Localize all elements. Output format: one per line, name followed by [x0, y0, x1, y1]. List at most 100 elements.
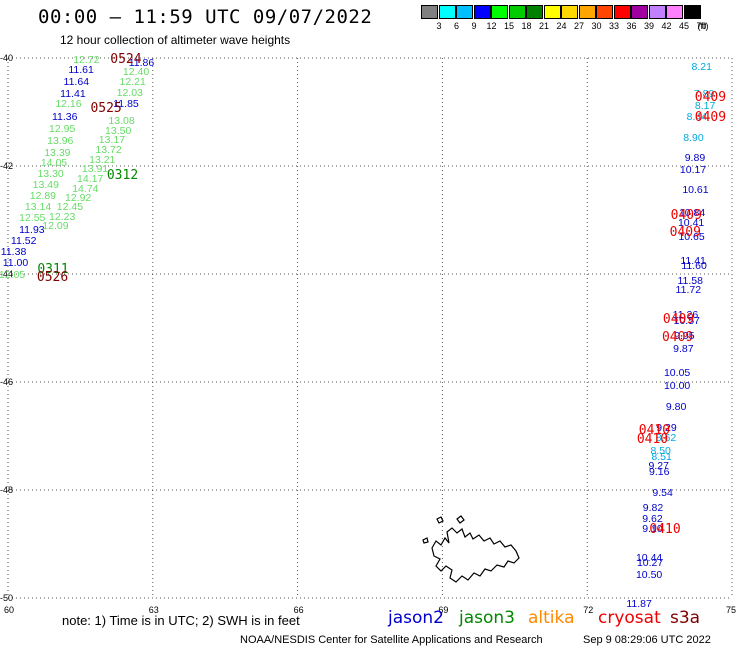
wave-height-label: 9.82: [642, 502, 664, 515]
colorbar-swatch: [666, 5, 683, 19]
wave-height-label: 9.29: [656, 421, 677, 434]
lon-tick-label: 66: [293, 605, 304, 615]
wave-height-label: 11.41: [680, 254, 706, 267]
wave-height-label: 12.89: [29, 190, 57, 203]
colorbar-label: 39: [643, 21, 654, 31]
wave-height-label: 13.30: [37, 168, 64, 181]
wave-height-label: 13.50: [105, 124, 132, 137]
lat-lon-grid: [7, 57, 733, 599]
colorbar-label: 3: [436, 21, 442, 31]
lon-tick-label: 69: [438, 605, 449, 615]
wave-height-label: 13.91: [81, 163, 109, 176]
wave-height-label: 8.21: [691, 60, 712, 73]
kerguelen-main-island: [431, 527, 520, 583]
wave-height-colorbar: 3 6 9 12 15 18 21 24 27 30 33 36 39 42 45 70 (ft): [421, 5, 729, 31]
kerguelen-fragment: [456, 515, 465, 524]
colorbar-label: 42: [661, 21, 672, 31]
lon-tick-label: 60: [4, 605, 15, 615]
wave-height-label: 14.05: [40, 157, 68, 170]
pass-time-label: 0409: [694, 110, 727, 126]
wave-height-label: 8.17: [694, 99, 716, 112]
wave-height-label: 7.89: [693, 88, 715, 101]
wave-height-label: 9.16: [649, 465, 670, 478]
pass-time-label: 0524: [110, 52, 142, 68]
legend-cryosat: cryosat: [598, 608, 661, 628]
colorbar-swatch: [596, 5, 613, 19]
wave-height-label: 10.27: [636, 557, 664, 570]
wave-height-label: 12.09: [42, 220, 69, 233]
wave-height-label: 10.44: [635, 551, 663, 564]
lat-tick-label: -48: [0, 485, 14, 495]
wave-height-label: 10.61: [682, 184, 709, 197]
wave-height-label: 11.00: [2, 257, 29, 270]
colorbar-label: 70: [696, 21, 707, 31]
wave-height-label: 10.05: [663, 366, 691, 379]
lat-tick-label: -40: [0, 53, 14, 63]
wave-height-label: 13.17: [98, 134, 126, 147]
wave-height-label: 11.52: [10, 235, 37, 248]
pass-time-label: 0526: [36, 269, 69, 285]
wave-height-label: 11.86: [128, 56, 155, 69]
colorbar-label: 27: [573, 21, 584, 31]
wave-height-label: 13.49: [32, 178, 59, 191]
colorbar-label: 36: [626, 21, 637, 31]
wave-height-label: 8.51: [651, 451, 672, 464]
wave-height-label: 10.57: [673, 314, 700, 327]
wave-height-label: 12.03: [116, 87, 143, 100]
wave-height-label: 11.60: [681, 260, 707, 273]
colorbar-label: 45: [678, 21, 689, 31]
lat-tick-label: -42: [0, 161, 14, 171]
wave-height-label: 9.62: [642, 512, 663, 525]
pass-time-label: 0410: [636, 431, 669, 447]
lat-tick-label: -50: [0, 593, 14, 603]
footer-timestamp: Sep 9 08:29:06 UTC 2022: [583, 634, 711, 646]
wave-height-label: 14.74: [72, 182, 99, 195]
wave-height-label: 11.38: [0, 246, 27, 259]
wave-height-label: 13.72: [95, 143, 122, 156]
wave-height-label: 12.40: [122, 65, 150, 78]
footer-note: note: 1) Time is in UTC; 2) SWH is in fe…: [62, 613, 300, 628]
wave-height-label: 13.21: [89, 153, 116, 166]
kerguelen-western-islet: [422, 537, 429, 544]
colorbar-swatch: [543, 5, 561, 19]
wave-height-label: 12.45: [56, 201, 84, 214]
pass-time-label: 0409: [670, 208, 702, 224]
kerguelen-northern-islet: [436, 516, 444, 524]
pass-time-label: 0409: [669, 224, 701, 240]
wave-height-label: 10.50: [635, 569, 663, 582]
wave-height-label: 8.90: [683, 131, 704, 144]
wave-height-label: 9.87: [673, 342, 694, 355]
wave-height-label: 8.62: [655, 431, 677, 444]
map-title: 00:00 – 11:59 UTC 09/07/2022: [38, 6, 373, 28]
wave-height-label: 11.72: [675, 283, 702, 296]
wave-height-label: 9.80: [665, 400, 687, 413]
pass-time-label: 0311: [37, 261, 69, 277]
wave-height-label: 9.10: [642, 523, 663, 536]
colorbar-swatch: [421, 5, 438, 19]
colorbar-label: 6: [453, 21, 459, 31]
legend-jason3: jason3: [459, 608, 515, 628]
colorbar-swatch: [473, 5, 491, 19]
wave-height-label: 11.85: [113, 97, 139, 110]
colorbar-swatch: [526, 5, 543, 19]
legend-jason2: jason2: [388, 608, 444, 628]
wave-height-label: 11.93: [19, 223, 45, 236]
colorbar-label: 18: [521, 21, 532, 31]
wave-height-label: 12.72: [73, 54, 100, 67]
wave-height-label: 11.41: [60, 88, 86, 101]
wave-height-label: 8.50: [650, 445, 671, 458]
colorbar-swatch: [456, 5, 473, 19]
footer-credit: NOAA/NESDIS Center for Satellite Applica…: [240, 634, 543, 646]
colorbar-swatch: [631, 5, 648, 19]
wave-height-label: 12.21: [119, 76, 146, 89]
lat-tick-label: -44: [0, 269, 14, 279]
wave-height-label: 10.84: [678, 206, 706, 219]
colorbar-swatch: [438, 5, 456, 19]
pass-time-label: 0409: [661, 330, 694, 346]
colorbar-label: 24: [556, 21, 567, 31]
legend-altika: altika: [528, 608, 575, 628]
lon-tick-label: 75: [726, 605, 737, 615]
wave-height-label: 10.41: [677, 217, 705, 230]
wave-height-label: 10.00: [663, 380, 691, 393]
